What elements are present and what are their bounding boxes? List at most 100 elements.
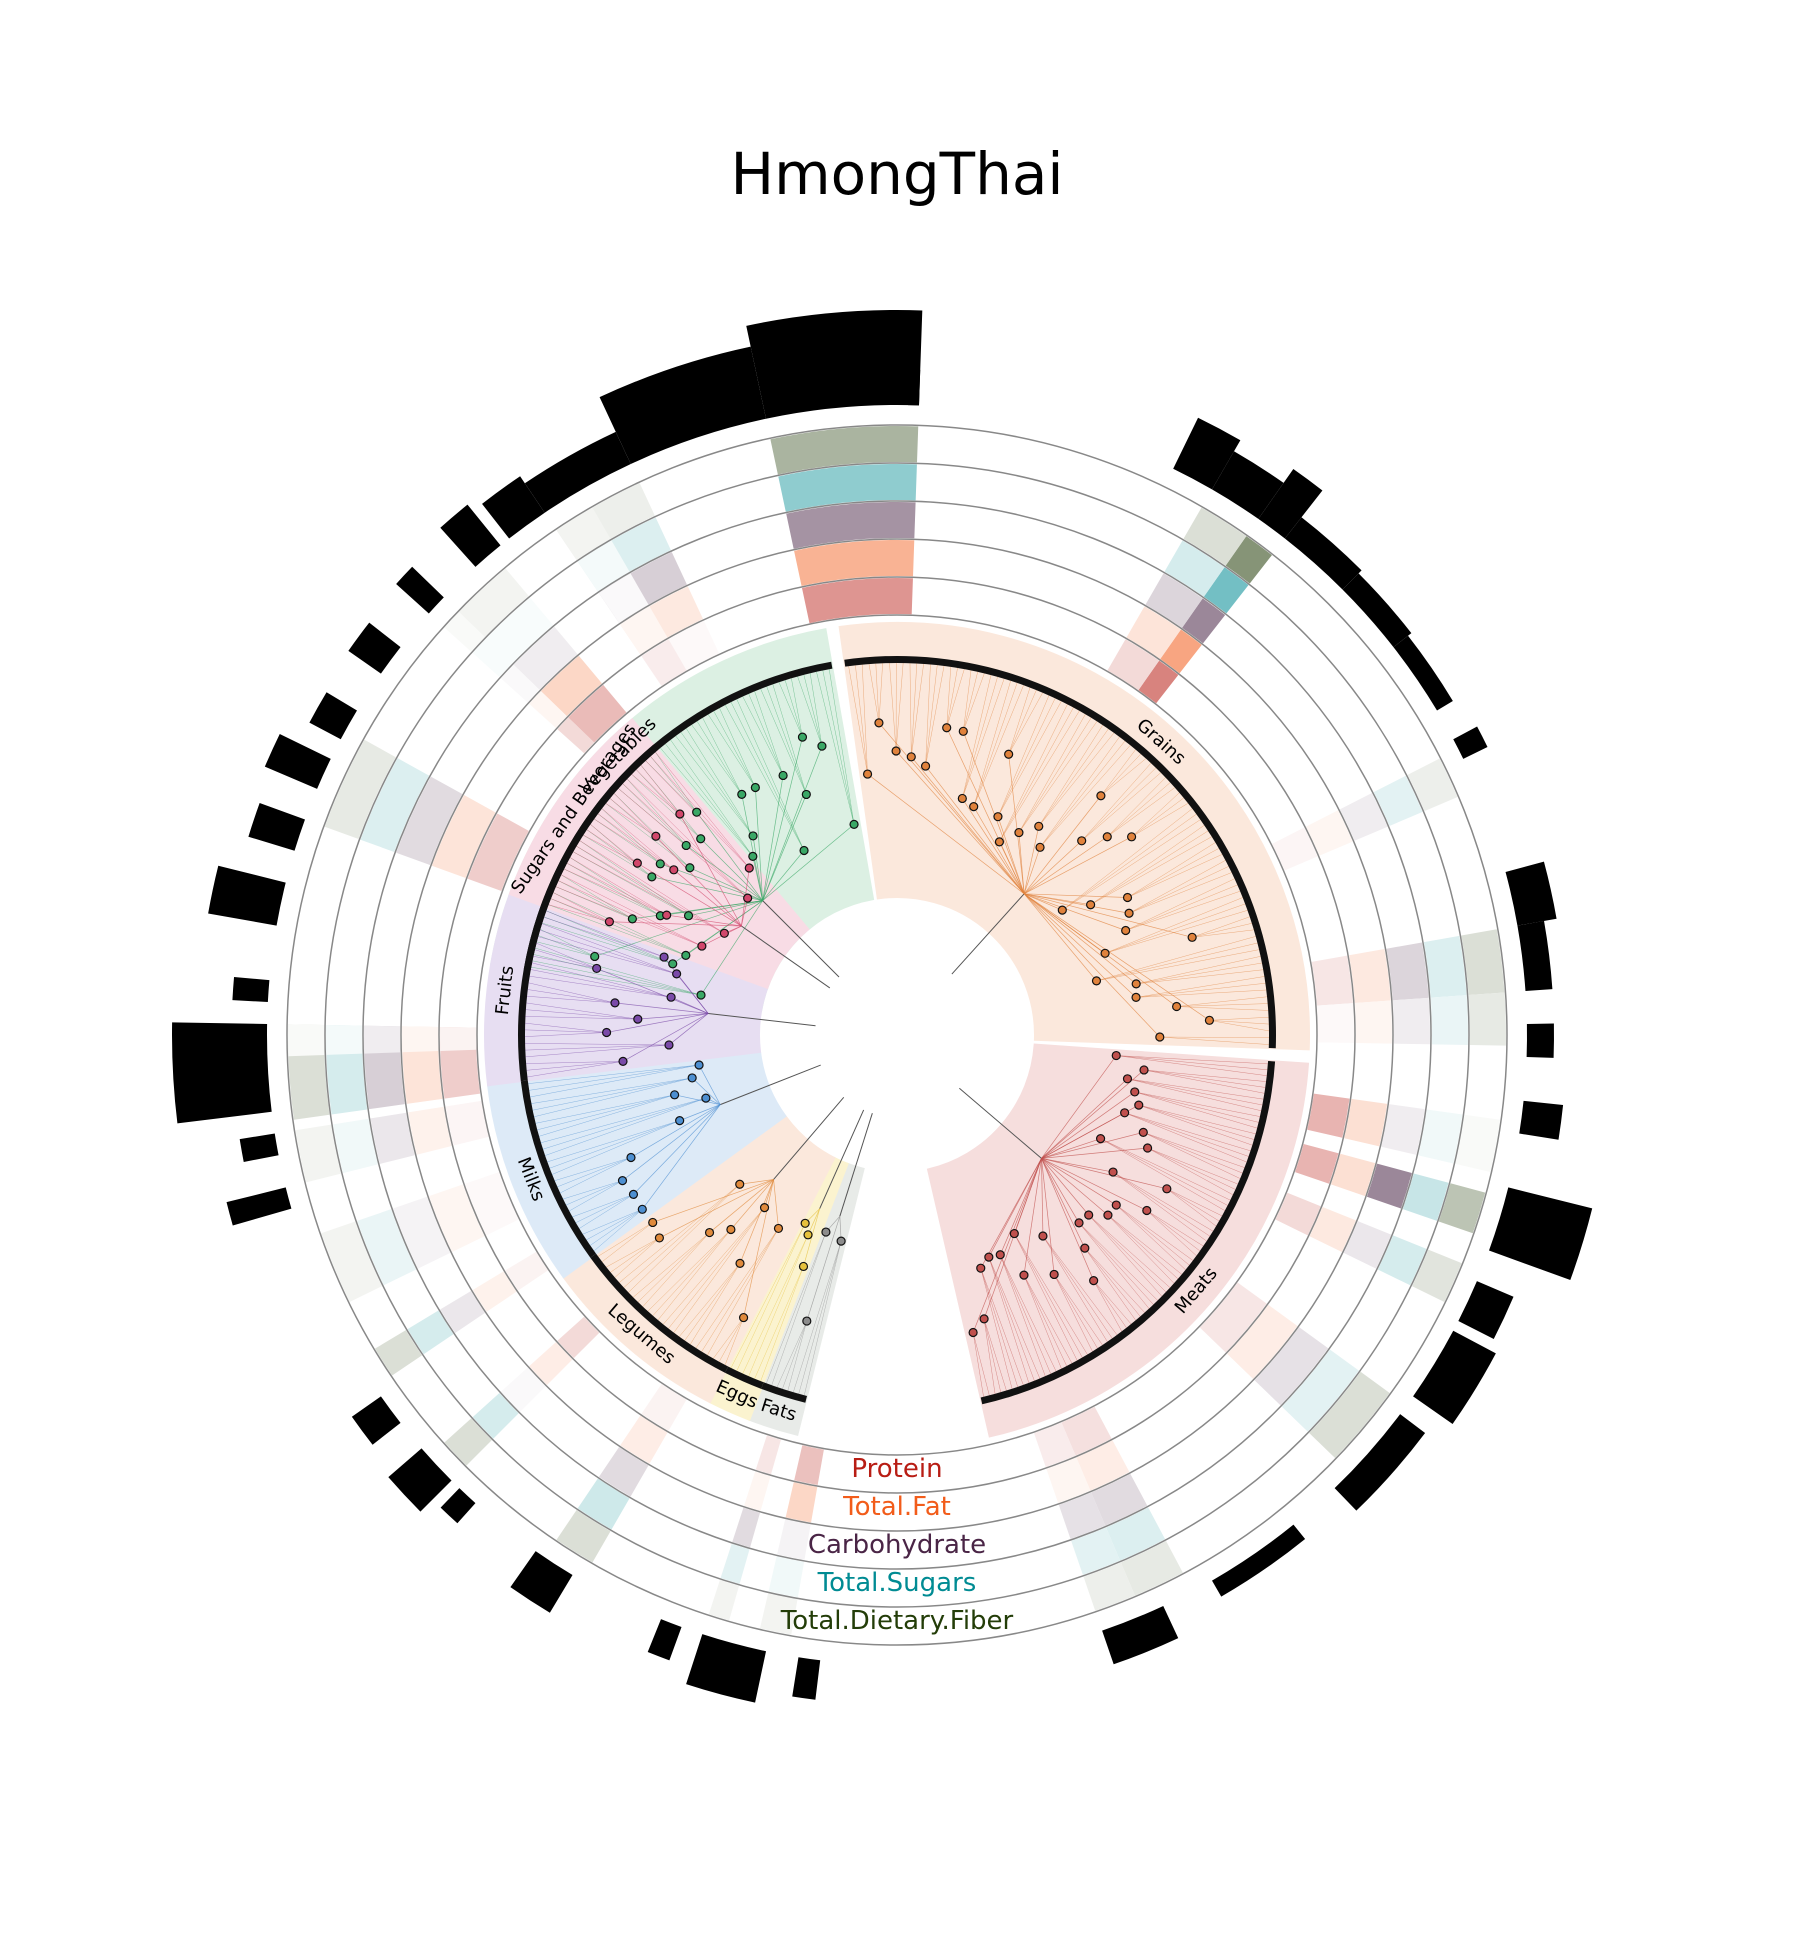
internal-node (1120, 1108, 1130, 1118)
leaf-edge (1039, 740, 1126, 848)
internal-node (668, 959, 678, 969)
tree-edge (762, 737, 803, 901)
leaf-edge (695, 1228, 779, 1349)
leaf-edge (534, 949, 597, 969)
internal-node (719, 928, 729, 938)
leaf-edge (631, 774, 681, 815)
tree-edge (743, 1179, 774, 1318)
leaf-edge (1093, 1280, 1127, 1328)
leaf-edge (1078, 1222, 1158, 1301)
ring-segment (1126, 606, 1181, 660)
leaf-edge (526, 1061, 624, 1071)
leaf-edge (619, 1184, 740, 1283)
leaf-edge (719, 707, 756, 788)
ring-label-total-dietary-fiber: Total.Dietary.Fiber (780, 1606, 1014, 1636)
ring-segment (768, 1556, 805, 1598)
leaf-edge (742, 1234, 809, 1374)
tree-edge (594, 900, 763, 957)
internal-node (1121, 925, 1131, 936)
internal-node (687, 1073, 697, 1083)
tree-edge (911, 756, 1025, 895)
leaf-edge (1100, 749, 1136, 796)
leaf-edge (1023, 1275, 1062, 1369)
tree-edge (668, 1013, 709, 1046)
outer-bar (440, 504, 501, 567)
leaf-edge (542, 1097, 706, 1150)
leaf-edge (560, 1157, 632, 1194)
ring-segment (598, 573, 649, 623)
leaf-edge (1100, 1138, 1228, 1206)
leaf-edge (673, 1207, 765, 1333)
outer-bar (264, 733, 331, 789)
ring-label-protein: Protein (851, 1454, 942, 1484)
ring-segment (577, 540, 630, 592)
leaf-edge (553, 892, 610, 922)
leaf-edge (622, 783, 748, 899)
ring-segment (1091, 1473, 1148, 1526)
ring-circle (324, 462, 1470, 1608)
internal-node (1038, 1231, 1048, 1241)
leaf-edge (660, 747, 754, 857)
leaf-edge (684, 1263, 741, 1341)
leaf-edge (525, 1043, 669, 1046)
leaf-edge (532, 1077, 693, 1111)
leaf-edge (569, 857, 667, 916)
ring-segment (1106, 1507, 1166, 1561)
internal-node (735, 1258, 745, 1269)
leaf-edge (691, 724, 742, 795)
bars-layer (171, 310, 1593, 1703)
ring-segment (1343, 1221, 1392, 1269)
tree-edge (962, 798, 1025, 894)
internal-node (801, 789, 811, 800)
tree-edge (700, 900, 763, 996)
leaf-edge (1053, 1274, 1093, 1352)
ring-segment (1107, 639, 1160, 691)
ring-segment (321, 1221, 382, 1302)
leaf-edge (1166, 1188, 1217, 1227)
ring-segment (440, 1027, 477, 1051)
internal-node (704, 1227, 715, 1238)
leaf-band (724, 1366, 764, 1389)
internal-node (1102, 832, 1112, 842)
ring-segment (1076, 1440, 1130, 1491)
leaf-edge (548, 904, 610, 922)
ring-segment (1182, 598, 1226, 644)
internal-node (798, 1261, 809, 1272)
internal-node (701, 1093, 711, 1103)
tree-edge (633, 1104, 721, 1195)
leaf-edge (980, 1268, 1018, 1387)
internal-node (696, 834, 706, 844)
ring-segment (1046, 1457, 1091, 1504)
stem-edge (720, 1064, 821, 1106)
ring-segment (556, 507, 611, 560)
ring-segment (486, 597, 554, 664)
leaf-edge (1147, 1147, 1238, 1185)
leaf-edge (911, 663, 918, 757)
leaf-edge (1090, 830, 1209, 905)
ring-segment (364, 1025, 401, 1054)
leaf-edge (586, 1209, 643, 1241)
internal-node (1035, 842, 1045, 852)
tree-edge (1041, 1158, 1117, 1206)
leaf-edge (1136, 982, 1266, 998)
leaf-edge (547, 1120, 680, 1163)
leaf-edge (525, 1009, 638, 1020)
leaf-edge (1131, 797, 1184, 838)
internal-node (803, 1230, 813, 1240)
ring-segment (1461, 929, 1505, 996)
leaf-edge (1000, 1254, 1057, 1372)
leaf-edge (628, 1184, 740, 1293)
leaf-edge (535, 947, 702, 996)
ring-segment (1061, 1406, 1112, 1456)
ring-segment (1305, 810, 1353, 856)
leaf-edge (566, 863, 661, 916)
ring-segment (1468, 992, 1506, 1046)
leaf-edge (766, 686, 807, 795)
tree-edge (685, 845, 763, 901)
leaf-edge (1125, 878, 1235, 931)
internal-node (800, 1218, 810, 1228)
leaf-edge (586, 829, 652, 878)
ring-segment (393, 1196, 451, 1269)
leaf-edge (925, 665, 938, 767)
tree-edge (1041, 1158, 1167, 1190)
